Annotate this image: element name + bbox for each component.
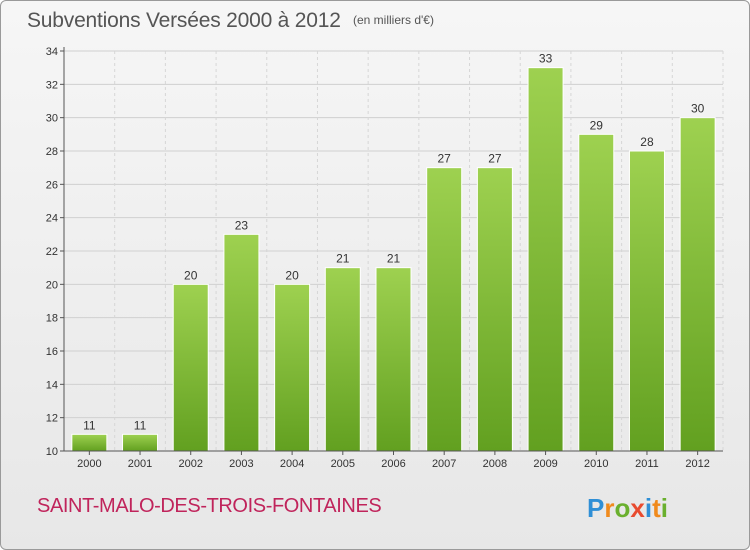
data-label: 27 — [438, 152, 452, 166]
x-tick-label: 2002 — [178, 458, 202, 470]
data-label: 27 — [488, 152, 502, 166]
bar — [578, 133, 615, 452]
y-tick-label: 18 — [46, 313, 58, 325]
proxiti-logo: Proxiti — [587, 493, 668, 522]
labels: 10 12 14 16 18 20 22 24 26 28 30 32 34 11 2000 11 2001 20… — [46, 46, 710, 470]
y-tick-label: 28 — [46, 146, 58, 158]
y-tick-label: 10 — [46, 446, 58, 458]
bar — [122, 433, 159, 452]
x-tick-label: 2001 — [128, 458, 152, 470]
y-tick-label: 24 — [46, 213, 58, 225]
axes — [60, 47, 723, 455]
data-label: 21 — [336, 252, 350, 266]
data-label: 20 — [184, 268, 198, 282]
y-tick-label: 32 — [46, 79, 58, 91]
bar — [628, 150, 665, 452]
chart-unit: (en milliers d'€) — [353, 13, 434, 27]
y-tick-label: 12 — [46, 413, 58, 425]
bar — [527, 67, 564, 452]
x-tick-label: 2005 — [331, 458, 355, 470]
bar — [426, 167, 463, 452]
bar — [274, 283, 311, 452]
x-tick-label: 2006 — [381, 458, 405, 470]
y-tick-label: 30 — [46, 113, 58, 125]
x-tick-label: 2003 — [229, 458, 253, 470]
data-label: 28 — [640, 135, 654, 149]
bar — [223, 233, 260, 452]
bar — [324, 267, 361, 452]
x-tick-label: 2000 — [77, 458, 101, 470]
y-tick-label: 22 — [46, 246, 58, 258]
y-tick-label: 20 — [46, 279, 58, 291]
bar — [679, 117, 716, 452]
x-tick-label: 2008 — [483, 458, 507, 470]
data-label: 23 — [235, 218, 249, 232]
x-tick-label: 2009 — [533, 458, 557, 470]
data-label: 33 — [539, 52, 553, 66]
data-label: 21 — [387, 252, 401, 266]
y-tick-label: 16 — [46, 346, 58, 358]
x-tick-label: 2010 — [584, 458, 608, 470]
y-tick-label: 34 — [46, 46, 58, 58]
svg-text:Proxiti: Proxiti — [587, 493, 668, 522]
bars — [71, 67, 716, 452]
bar — [172, 283, 209, 452]
y-tick-label: 14 — [46, 379, 58, 391]
city-name: SAINT-MALO-DES-TROIS-FONTAINES — [37, 495, 382, 517]
y-tick-label: 26 — [46, 179, 58, 191]
data-label: 11 — [134, 418, 147, 432]
data-label: 11 — [83, 418, 96, 432]
bar — [476, 167, 513, 452]
chart-title: Subventions Versées 2000 à 2012 — [27, 9, 341, 32]
x-tick-label: 2012 — [685, 458, 709, 470]
x-tick-label: 2007 — [432, 458, 456, 470]
data-label: 29 — [590, 118, 604, 132]
bar — [71, 433, 108, 452]
data-label: 30 — [691, 102, 705, 116]
data-label: 20 — [285, 268, 299, 282]
x-tick-label: 2011 — [635, 458, 659, 470]
x-tick-label: 2004 — [280, 458, 304, 470]
bar — [375, 267, 412, 452]
